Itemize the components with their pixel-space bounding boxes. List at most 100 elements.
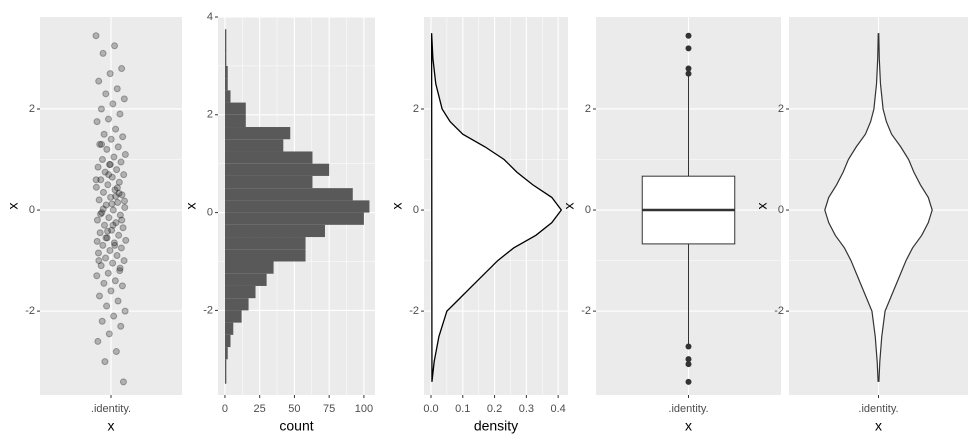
- point: [106, 246, 114, 254]
- y-tick-label: -2: [581, 305, 591, 317]
- bar: [224, 359, 227, 372]
- point: [112, 348, 120, 356]
- point: [111, 241, 119, 249]
- outlier: [685, 356, 692, 363]
- point: [94, 249, 102, 257]
- point: [97, 176, 105, 184]
- point: [109, 221, 117, 229]
- point: [116, 211, 124, 219]
- violin-outline: [878, 33, 933, 382]
- point: [119, 133, 127, 141]
- x-tick-label: 100: [355, 403, 373, 415]
- point: [105, 330, 113, 338]
- point: [114, 198, 122, 206]
- bar: [224, 334, 231, 348]
- point: [105, 214, 113, 222]
- point: [118, 191, 126, 199]
- point: [97, 262, 105, 270]
- point: [102, 254, 110, 262]
- x-tick-label: 0.2: [487, 403, 502, 415]
- point: [92, 176, 100, 184]
- point: [93, 237, 101, 245]
- bar: [224, 127, 291, 140]
- bar: [224, 139, 284, 152]
- point: [120, 171, 128, 179]
- bar: [224, 114, 246, 128]
- point: [121, 307, 129, 315]
- y-tick-label: 0: [778, 204, 784, 216]
- point: [110, 312, 118, 320]
- point: [107, 135, 115, 143]
- point: [113, 166, 121, 174]
- point: [112, 192, 120, 200]
- bar: [224, 200, 370, 213]
- point: [98, 140, 106, 148]
- point: [95, 196, 103, 204]
- bar: [224, 175, 313, 189]
- point: [121, 204, 129, 212]
- point: [104, 227, 112, 235]
- point: [118, 65, 126, 73]
- point: [106, 161, 114, 169]
- point: [101, 221, 109, 229]
- x-tick-label: 50: [288, 403, 300, 415]
- point: [115, 178, 123, 186]
- bar: [224, 285, 256, 299]
- point: [110, 239, 118, 247]
- point: [112, 219, 120, 227]
- point: [116, 267, 124, 275]
- y-tick-label: 0: [413, 204, 419, 216]
- outlier: [685, 378, 692, 385]
- bar: [224, 347, 228, 360]
- point: [92, 183, 100, 191]
- y-tick-label: -2: [25, 305, 35, 317]
- bar: [224, 151, 313, 164]
- bar: [224, 237, 306, 250]
- point: [113, 252, 121, 260]
- point: [103, 302, 111, 310]
- point: [117, 158, 125, 166]
- x-axis-title: x: [108, 418, 115, 434]
- violin-fill: [824, 33, 933, 382]
- point: [100, 279, 108, 287]
- point: [108, 226, 116, 234]
- point: [98, 156, 106, 164]
- bar: [224, 261, 274, 274]
- point: [105, 171, 113, 179]
- point: [94, 163, 102, 171]
- y-tick-label: 2: [413, 103, 419, 115]
- point: [110, 153, 118, 161]
- point: [111, 277, 119, 285]
- bar: [224, 298, 249, 311]
- bar: [224, 163, 330, 176]
- point: [99, 205, 107, 213]
- point: [103, 234, 111, 242]
- outlier: [685, 45, 692, 52]
- bar: [224, 90, 231, 103]
- x-tick-label: 0: [222, 403, 228, 415]
- y-tick-label: -2: [409, 305, 419, 317]
- point: [113, 184, 121, 192]
- point: [106, 161, 114, 169]
- bar: [224, 41, 227, 54]
- point: [104, 269, 112, 277]
- x-tick-label: .identity.: [668, 403, 708, 415]
- point: [96, 229, 104, 237]
- point: [118, 216, 126, 224]
- bar: [224, 249, 306, 262]
- point: [102, 90, 110, 98]
- point: [116, 110, 124, 118]
- point: [114, 143, 122, 151]
- y-tick-label: 0: [585, 204, 591, 216]
- point: [107, 193, 115, 201]
- point: [99, 241, 107, 249]
- point: [98, 209, 106, 217]
- point: [118, 282, 126, 290]
- point: [108, 200, 116, 208]
- bar: [224, 29, 227, 42]
- y-tick-label: 2: [207, 109, 213, 121]
- bar: [224, 322, 234, 335]
- y-tick-label: 2: [29, 103, 35, 115]
- bar: [224, 212, 364, 225]
